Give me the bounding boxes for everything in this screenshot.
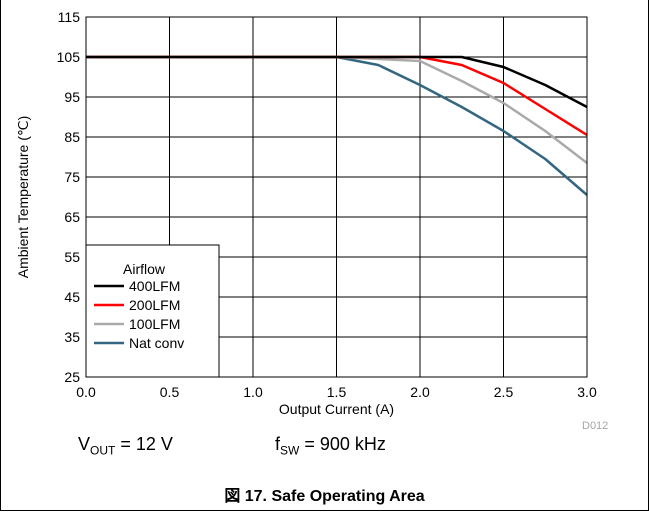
series-lines xyxy=(86,55,588,196)
x-tick-label: 2.0 xyxy=(410,384,430,400)
vout-condition: VOUT = 12 V xyxy=(78,434,173,458)
y-tick-label: 45 xyxy=(64,289,80,305)
legend-entry: 400LFM xyxy=(129,278,180,294)
y-tick-label: 65 xyxy=(64,209,80,225)
vout-symbol: V xyxy=(78,434,91,454)
x-tick-label: 3.0 xyxy=(577,384,597,400)
x-axis-label: Output Current (A) xyxy=(279,401,394,417)
vout-value: = 12 V xyxy=(115,434,173,454)
y-axis-label: Ambient Temperature (℃) xyxy=(15,116,31,279)
y-tick-label: 75 xyxy=(64,169,80,185)
y-tick-label: 105 xyxy=(57,49,81,65)
tick-labels: 0.0 0.5 1.0 1.5 2.0 2.5 3.0 25 35 45 55 65 75 85 95 105… xyxy=(57,9,597,400)
y-tick-label: 95 xyxy=(64,89,80,105)
legend-box xyxy=(85,244,220,378)
y-tick-label: 55 xyxy=(64,249,80,265)
fsw-condition: fSW = 900 kHz xyxy=(275,434,386,458)
legend-entry: 200LFM xyxy=(129,297,180,313)
y-tick-label: 35 xyxy=(64,329,80,345)
x-tick-label: 1.0 xyxy=(243,384,263,400)
legend-entry: Nat conv xyxy=(129,335,184,351)
figure-caption: 図 17. Safe Operating Area xyxy=(224,488,425,505)
fsw-value: = 900 kHz xyxy=(299,434,386,454)
y-tick-label: 115 xyxy=(58,9,81,25)
fsw-subscript: SW xyxy=(280,443,300,458)
y-tick-label: 25 xyxy=(64,369,80,385)
fsw-symbol: f xyxy=(275,434,281,454)
x-tick-label: 2.5 xyxy=(494,384,514,400)
x-tick-label: 1.5 xyxy=(327,384,347,400)
y-tick-label: 85 xyxy=(64,129,80,145)
x-tick-label: 0.5 xyxy=(160,384,180,400)
x-tick-label: 0.0 xyxy=(76,384,96,400)
plot-area xyxy=(85,16,588,378)
vout-subscript: OUT xyxy=(90,443,116,458)
legend-title: Airflow xyxy=(123,261,166,277)
series-line-400lfm xyxy=(86,55,588,109)
legend-entry: 100LFM xyxy=(129,316,180,332)
safe-operating-area-chart: 0.0 0.5 1.0 1.5 2.0 2.5 3.0 25 35 45 55 65 75 85 95 105… xyxy=(15,9,597,417)
legend: Airflow 400LFM 200LFM 100LFM Nat conv xyxy=(85,244,220,378)
document-id: D012 xyxy=(582,420,609,432)
